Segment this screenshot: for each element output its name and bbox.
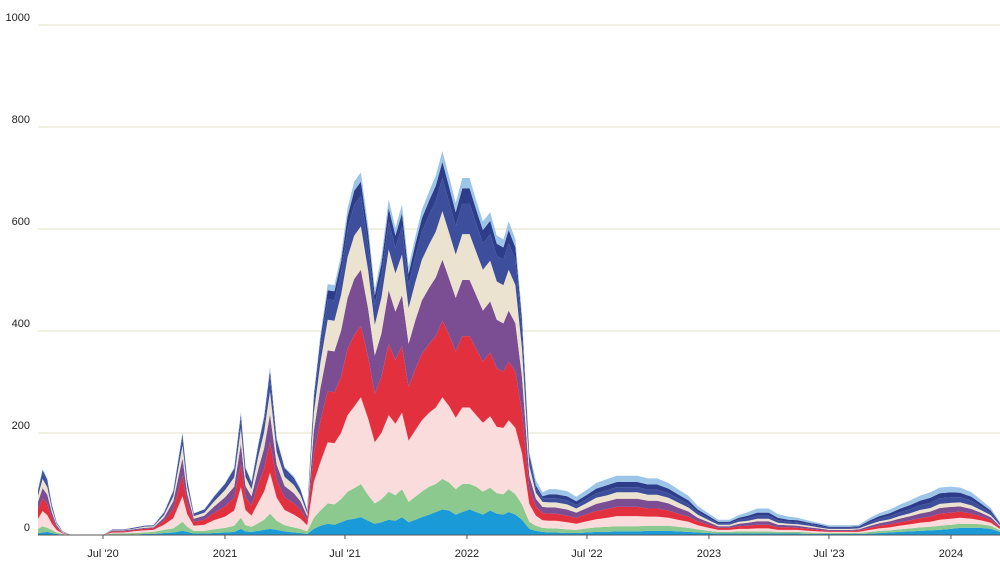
y-tick-label: 400 — [12, 318, 30, 330]
x-tick-label: 2022 — [455, 548, 479, 560]
y-tick-label: 1000 — [6, 12, 30, 24]
area-series-4 — [38, 320, 1000, 535]
y-tick-label: 200 — [12, 420, 30, 432]
area-series-group — [38, 151, 1000, 535]
y-tick-label: 0 — [24, 522, 30, 534]
x-tick-label: Jul '21 — [329, 548, 360, 560]
x-tick-label: Jul '20 — [87, 548, 118, 560]
area-series-2 — [38, 478, 1000, 535]
y-tick-label: 600 — [12, 216, 30, 228]
area-series-1 — [38, 509, 1000, 535]
x-tick-label: Jul '23 — [813, 548, 844, 560]
x-tick-label: 2021 — [213, 548, 237, 560]
axes: 0 200 400 600 800 1000 Jul '20 2021 Jul '21 2022 J… — [6, 12, 1000, 560]
area-series-3 — [38, 397, 1000, 535]
x-tick-label: 2023 — [697, 548, 721, 560]
y-tick-label: 800 — [12, 114, 30, 126]
x-tick-label: Jul '22 — [571, 548, 602, 560]
x-tick-label: 2024 — [939, 548, 963, 560]
grid — [38, 24, 1000, 434]
